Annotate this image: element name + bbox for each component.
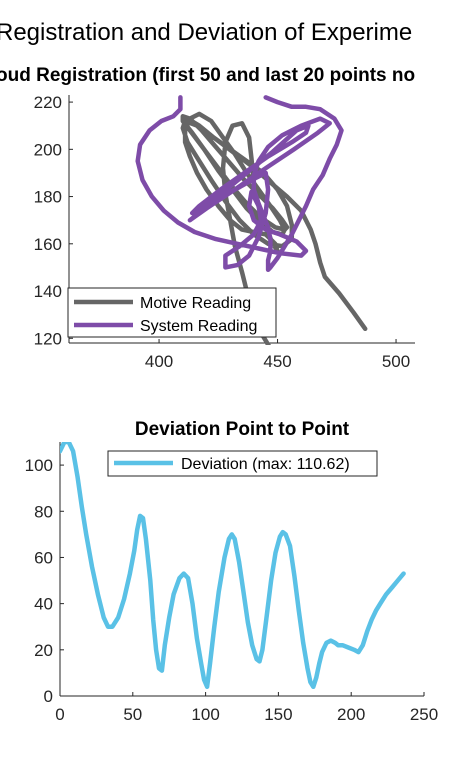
x-tick-label: 500 — [382, 352, 410, 371]
legend-label-system-reading: System Reading — [140, 318, 257, 335]
deviation-chart-title: Deviation Point to Point — [135, 419, 350, 440]
registration-chart-title: oud Registration (first 50 and last 20 p… — [0, 65, 415, 86]
deviation-x-axis: 0 50 100 150 200 250 — [55, 692, 438, 724]
x-tick-label: 150 — [264, 705, 292, 724]
series-line-system-reading — [135, 95, 344, 273]
x-tick-label: 400 — [145, 352, 173, 371]
registration-chart: oud Registration (first 50 and last 20 p… — [0, 65, 415, 371]
y-tick-label: 200 — [34, 140, 62, 159]
deviation-legend: Deviation (max: 110.62) — [107, 450, 378, 477]
series-line-motive-reading — [180, 111, 368, 345]
series-line-deviation-max-110-62 — [60, 442, 406, 690]
x-tick-label: 200 — [337, 705, 365, 724]
y-tick-label: 140 — [34, 282, 62, 301]
registration-x-axis: 400 450 500 — [145, 339, 410, 371]
x-tick-label: 100 — [191, 705, 219, 724]
registration-legend: Motive Reading System Reading — [67, 287, 277, 338]
x-tick-label: 450 — [263, 352, 291, 371]
registration-y-axis: 120 140 160 180 200 220 — [34, 93, 73, 348]
deviation-series — [60, 442, 406, 690]
registration-series — [135, 95, 368, 345]
x-tick-label: 50 — [123, 705, 142, 724]
y-tick-label: 20 — [34, 641, 53, 660]
y-tick-label: 80 — [34, 502, 53, 521]
figure-suptitle: Registration and Deviation of Experime — [0, 19, 412, 46]
legend-label-deviation: Deviation (max: 110.62) — [181, 456, 350, 473]
y-tick-label: 160 — [34, 235, 62, 254]
x-tick-label: 0 — [55, 705, 64, 724]
x-tick-label: 250 — [410, 705, 438, 724]
y-tick-label: 0 — [44, 687, 53, 706]
deviation-y-axis: 0 20 40 60 80 100 — [25, 456, 64, 706]
y-tick-label: 220 — [34, 93, 62, 112]
y-tick-label: 180 — [34, 188, 62, 207]
y-tick-label: 40 — [34, 595, 53, 614]
legend-label-motive-reading: Motive Reading — [140, 295, 251, 312]
registration-legend-box — [67, 287, 277, 338]
deviation-chart: Deviation Point to Point 0 20 40 60 80 100 0 5… — [25, 419, 439, 724]
y-tick-label: 60 — [34, 548, 53, 567]
y-tick-label: 100 — [25, 456, 53, 475]
y-tick-label: 120 — [34, 329, 62, 348]
